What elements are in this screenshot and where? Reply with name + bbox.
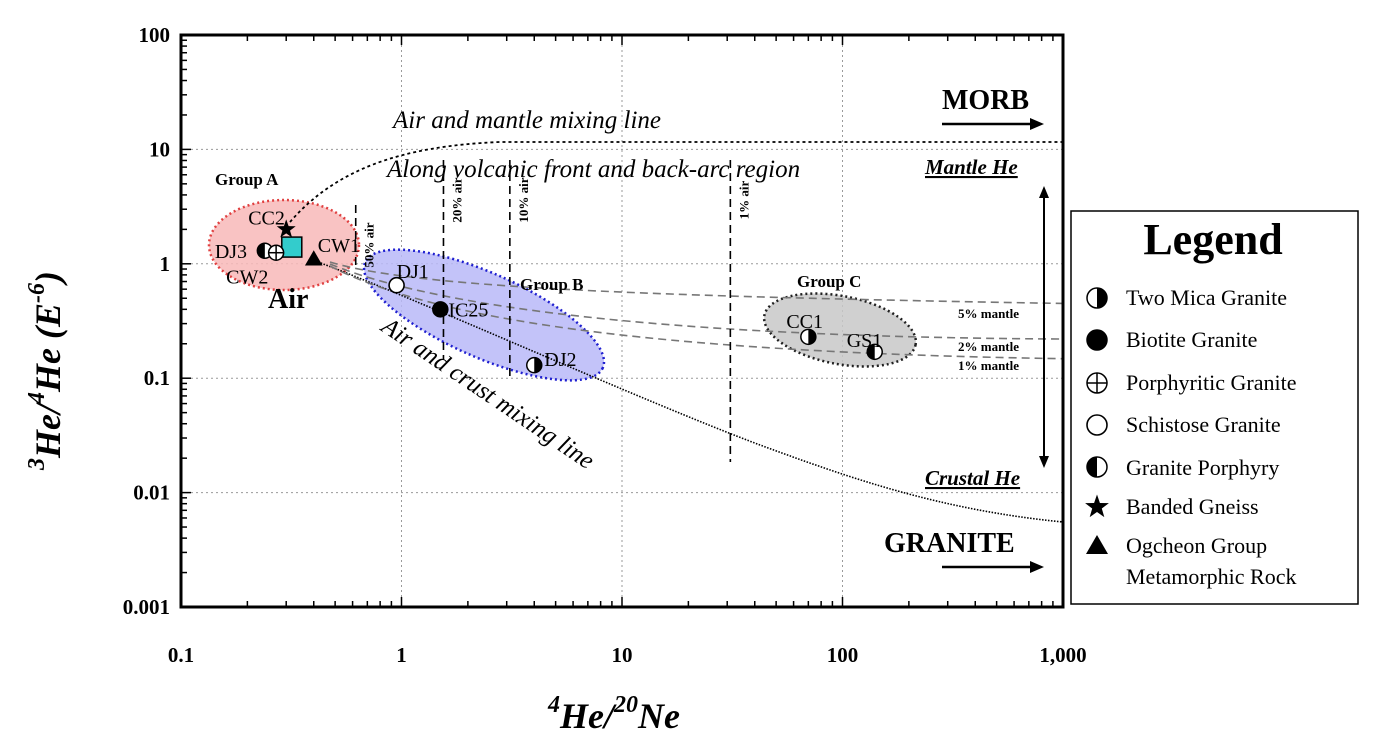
symbol-fill-half [867, 344, 875, 360]
legend-title: Legend [1143, 215, 1282, 264]
y-tick-label-3: 1 [160, 252, 171, 276]
legend-box [1070, 210, 1359, 605]
svg-text:3He/4He (E-6): 3He/4He (E-6) [24, 271, 68, 471]
air-fraction-label-50-air: 50% air [362, 222, 377, 267]
point-dj1 [388, 276, 405, 294]
legend-symbol-two-mica-granite [1086, 287, 1108, 309]
axis-ticks: 0.1 1 10 100 1,000 0.001 0.01 0.1 1 10 100 [123, 23, 1087, 667]
mantle-fraction-label-2-mantle: 2% mantle [958, 339, 1019, 354]
point-cc1 [800, 328, 817, 346]
mantle-fraction-label-5-mantle: 5% mantle [958, 306, 1019, 321]
group-c-label: Group C [797, 272, 861, 291]
air-crust-mixing-curve [317, 261, 1063, 523]
legend-symbol-banded-gneiss [1085, 494, 1109, 518]
legend-item-ogcheon-group: Ogcheon Group [1126, 533, 1267, 558]
x-tick-label-4: 1,000 [1039, 643, 1086, 667]
point-label-dj1: DJ1 [397, 261, 429, 283]
air-fraction-label-20-air: 20% air [449, 177, 464, 222]
air-fraction-label-1-air: 1% air [736, 180, 751, 219]
mantle-fraction-curve-5-mantle [329, 261, 1063, 305]
legend-symbol-biotite-granite [1086, 329, 1108, 351]
legend-symbol-porphyritic-granite [1086, 372, 1108, 394]
symbol-fill-half [534, 357, 542, 373]
annotations: Air and mantle mixing line Along volcani… [215, 85, 1029, 559]
x-tick-label-3: 100 [827, 643, 859, 667]
legend-item-granite-porphyry: Granite Porphyry [1126, 455, 1279, 480]
legend-item-banded-gneiss: Banded Gneiss [1126, 494, 1259, 519]
y-tick-label-1: 0.01 [133, 481, 170, 505]
x-tick-label-2: 10 [612, 643, 633, 667]
symbol-fill-half [257, 243, 265, 259]
symbol-star [1085, 494, 1109, 518]
mantle-fraction-label-1-mantle: 1% mantle [958, 358, 1019, 373]
point-label-cw2: CW2 [226, 267, 268, 289]
legend-item-metamorphic-rock: Metamorphic Rock [1126, 564, 1296, 589]
legend-item-schistose-granite: Schistose Granite [1126, 412, 1281, 437]
x-tick-label-0: 0.1 [168, 643, 194, 667]
group-b-label: Group B [520, 275, 583, 294]
legend-item-two-mica-granite: Two Mica Granite [1126, 285, 1287, 310]
point-gs1 [866, 343, 883, 361]
annotation-mantle-he: Mantle He [924, 155, 1018, 179]
symbol-fill-half [808, 329, 816, 345]
legend-symbols [1085, 287, 1109, 554]
symbol-open-circle [388, 276, 405, 294]
svg-text:4He/20Ne: 4He/20Ne [547, 692, 680, 736]
air-point-marker [281, 236, 303, 258]
legend-symbol-schistose-granite [1086, 414, 1108, 436]
point-label-cc1: CC1 [786, 311, 823, 333]
symbol-triangle [1086, 535, 1108, 554]
annotation-volcanic: Along volcanic front and back-arc region [385, 156, 800, 183]
point-cw2 [267, 244, 285, 261]
annotation-morb: MORB [942, 85, 1029, 116]
air-mantle-mixing-curve [289, 141, 1063, 223]
mixing-curves [289, 141, 1063, 523]
annotation-granite: GRANITE [884, 528, 1015, 559]
symbol-filled-circle [1086, 329, 1108, 351]
point-label-ic25: IC25 [448, 299, 488, 321]
y-tick-label-5: 100 [139, 23, 171, 47]
symbol-open-circle [1086, 414, 1108, 436]
annotation-mantle-line: Air and mantle mixing line [391, 107, 661, 134]
symbol-fill-half [1097, 288, 1107, 308]
group-ellipses [207, 198, 918, 382]
air-label: Air [268, 284, 308, 315]
y-tick-label-4: 10 [149, 137, 170, 161]
group-ellipse-group-c [762, 292, 918, 368]
point-cw1 [304, 250, 323, 266]
point-label-cw1: CW1 [318, 235, 360, 257]
legend-item-porphyritic-granite: Porphyritic Granite [1126, 370, 1296, 395]
x-axis-label: 4He/20Ne [547, 692, 680, 736]
y-tick-label-0: 0.001 [123, 595, 170, 619]
y-axis-label: 3He/4He (E-6) [24, 271, 68, 471]
point-cc2 [276, 219, 296, 238]
legend-item-biotite-granite: Biotite Granite [1126, 327, 1257, 352]
y-tick-label-2: 0.1 [144, 366, 170, 390]
mantle-fraction-curve-1-mantle [329, 265, 1063, 360]
legend-symbol-ogcheon-group-metamorphic-rock [1086, 535, 1108, 554]
point-label-cc2: CC2 [248, 207, 285, 229]
group-a-label: Group A [215, 170, 279, 189]
point-ic25 [432, 301, 449, 318]
legend: Legend Two Mica Granite Biotite Granite … [1070, 210, 1359, 605]
point-dj2 [526, 356, 543, 374]
annotation-crustal-he: Crustal He [925, 466, 1020, 490]
point-label-dj3: DJ3 [215, 241, 247, 263]
mantle-fraction-curve-2-mantle [329, 263, 1063, 340]
air-fraction-label-10-air: 10% air [516, 177, 531, 222]
symbol-fill-half [1087, 457, 1097, 477]
data-points: DJ3 CW2 CC2 CW1 DJ1 IC25 DJ2 CC1 GS1 [215, 207, 883, 374]
x-tick-label-1: 1 [396, 643, 407, 667]
point-label-dj2: DJ2 [544, 349, 576, 371]
symbol-triangle [304, 250, 323, 266]
point-label-gs1: GS1 [847, 330, 883, 352]
symbol-filled-circle [432, 301, 449, 318]
arrows [942, 118, 1049, 573]
legend-symbol-granite-porphyry [1086, 456, 1108, 478]
symbol-star [276, 219, 296, 238]
